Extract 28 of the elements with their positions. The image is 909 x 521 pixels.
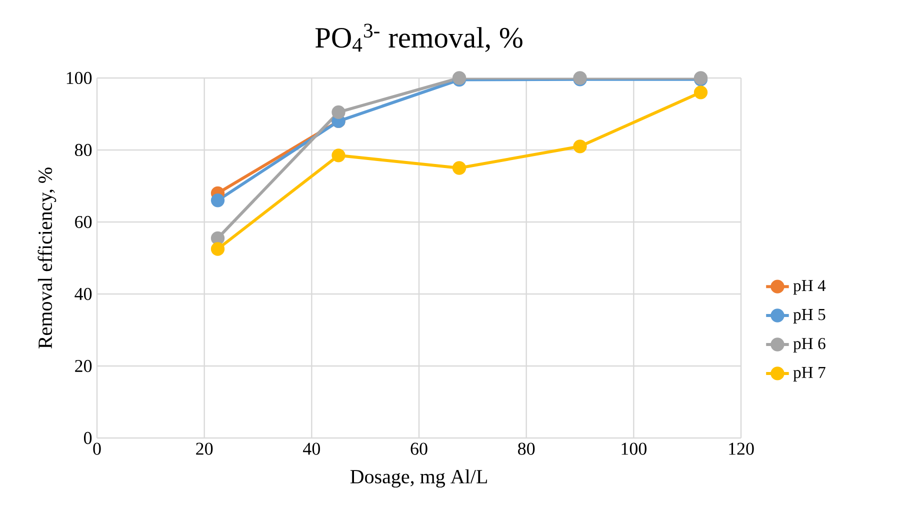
point — [210, 242, 225, 256]
y-tick-label: 20 — [75, 360, 92, 372]
point — [332, 148, 346, 162]
point — [210, 194, 225, 208]
point — [332, 105, 346, 120]
legend-label: pH 5 — [793, 309, 826, 324]
point — [573, 140, 587, 154]
x-axis-title: Dosage, mg Al/L — [350, 469, 487, 488]
legend-label: pH 4 — [793, 280, 826, 295]
x-tick-label: 60 — [410, 442, 428, 455]
y-tick-label: 40 — [74, 288, 92, 300]
point — [452, 161, 466, 175]
y-tick-label: 80 — [74, 144, 92, 156]
point — [210, 231, 225, 246]
x-tick-label: 100 — [622, 442, 646, 455]
chart-title: PO$_{4}$$^{3-}$ removal, % — [315, 24, 522, 52]
x-tick-label: 120 — [729, 442, 754, 455]
y-axis-title: Removal efficiency, % — [38, 168, 56, 348]
point — [694, 86, 708, 100]
x-tick-label: 40 — [303, 442, 320, 455]
y-tick-label: 0 — [84, 432, 92, 444]
x-tick-label: 0 — [93, 442, 101, 455]
y-tick-label: 100 — [66, 72, 92, 84]
legend-label: pH 7 — [793, 367, 826, 382]
y-tick-label: 60 — [75, 216, 92, 228]
x-tick-label: 20 — [196, 442, 213, 455]
legend-label: pH 6 — [793, 338, 826, 353]
x-tick-label: 80 — [518, 442, 535, 455]
